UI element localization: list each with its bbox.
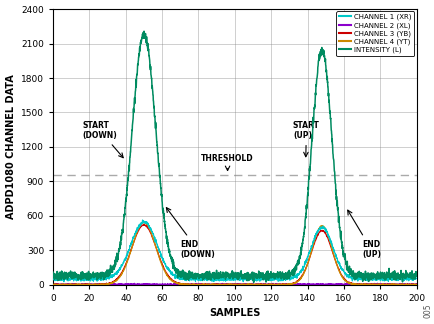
Y-axis label: ADPD1080 CHANNEL DATA: ADPD1080 CHANNEL DATA [6,75,16,219]
Legend: CHANNEL 1 (XR), CHANNEL 2 (XL), CHANNEL 3 (YB), CHANNEL 4 (YT), INTENSITY (L): CHANNEL 1 (XR), CHANNEL 2 (XL), CHANNEL … [335,11,414,56]
Text: 005: 005 [423,303,432,318]
Text: END
(UP): END (UP) [347,210,380,260]
Text: START
(DOWN): START (DOWN) [82,121,123,158]
Text: START
(UP): START (UP) [293,121,319,157]
Text: THRESHOLD: THRESHOLD [201,154,253,170]
Text: END
(DOWN): END (DOWN) [166,208,214,260]
X-axis label: SAMPLES: SAMPLES [209,308,260,318]
